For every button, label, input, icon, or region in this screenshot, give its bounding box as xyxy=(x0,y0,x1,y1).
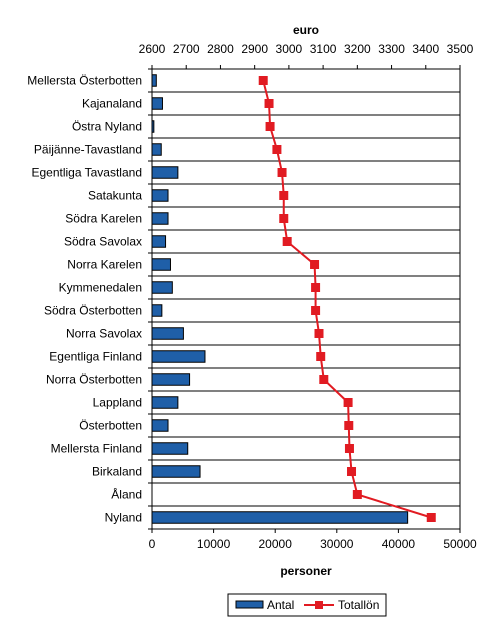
point-totallon xyxy=(264,99,274,108)
point-totallon xyxy=(279,191,289,200)
bottom-tick-label: 20000 xyxy=(259,537,293,551)
bottom-tick-label: 10000 xyxy=(197,537,231,551)
point-totallon xyxy=(277,168,287,177)
category-label: Mellersta Österbotten xyxy=(27,74,142,88)
top-tick-label: 2700 xyxy=(173,42,200,56)
top-tick-label: 3400 xyxy=(412,42,439,56)
bar-antal xyxy=(151,442,189,455)
category-label: Egentliga Tavastland xyxy=(31,166,142,180)
point-totallon xyxy=(311,283,321,292)
bar-antal xyxy=(151,327,184,340)
bottom-tick-label: 30000 xyxy=(320,537,354,551)
bar-antal xyxy=(151,350,206,363)
category-label: Åland xyxy=(111,487,142,502)
point-totallon xyxy=(319,375,329,384)
point-totallon xyxy=(272,145,282,154)
point-totallon xyxy=(314,329,324,338)
bar-antal xyxy=(151,166,179,179)
bar-antal xyxy=(151,235,167,248)
bar-antal xyxy=(151,373,191,386)
bar-antal xyxy=(151,419,169,432)
legend-label-antal: Antal xyxy=(267,598,294,612)
legend-swatch-antal xyxy=(235,600,264,609)
point-totallon xyxy=(265,122,275,131)
category-label: Satakunta xyxy=(88,189,142,203)
point-totallon xyxy=(352,490,362,499)
point-totallon xyxy=(347,467,357,476)
bar-antal xyxy=(151,304,163,317)
legend-label-totallon: Totallön xyxy=(338,598,379,612)
top-tick-label: 3500 xyxy=(447,42,474,56)
point-totallon xyxy=(311,306,321,315)
bottom-tick-label: 0 xyxy=(149,537,156,551)
category-label: Kajanaland xyxy=(82,97,142,111)
bar-antal xyxy=(151,212,169,225)
top-axis-title: euro xyxy=(293,23,319,37)
bottom-tick-label: 40000 xyxy=(382,537,416,551)
bar-antal xyxy=(151,97,163,110)
category-label: Egentliga Finland xyxy=(49,350,142,364)
bar-antal xyxy=(151,143,162,156)
bar-antal xyxy=(151,465,201,478)
category-label: Birkaland xyxy=(92,465,142,479)
category-label: Päijänne-Tavastland xyxy=(34,143,142,157)
category-label: Östra Nyland xyxy=(72,120,142,134)
category-label: Norra Österbotten xyxy=(46,373,142,387)
top-tick-label: 2600 xyxy=(139,42,166,56)
category-label: Norra Karelen xyxy=(67,258,142,272)
top-tick-label: 3200 xyxy=(344,42,371,56)
bar-antal xyxy=(151,189,169,202)
bottom-axis-title: personer xyxy=(280,564,332,578)
top-tick-label: 2900 xyxy=(241,42,268,56)
bar-antal xyxy=(151,511,409,524)
point-totallon xyxy=(258,76,268,85)
category-label: Lappland xyxy=(93,396,142,410)
point-totallon xyxy=(344,421,354,430)
legend-marker-totallon xyxy=(315,601,323,609)
point-totallon xyxy=(426,513,436,522)
category-label: Norra Savolax xyxy=(66,327,142,341)
bar-antal xyxy=(151,74,157,87)
point-totallon xyxy=(343,398,353,407)
category-label: Nyland xyxy=(105,511,142,525)
point-totallon xyxy=(344,444,354,453)
category-label: Södra Österbotten xyxy=(44,304,142,318)
category-label: Södra Karelen xyxy=(65,212,142,226)
point-totallon xyxy=(310,260,320,269)
category-label: Södra Savolax xyxy=(64,235,142,249)
top-tick-label: 2800 xyxy=(207,42,234,56)
category-label: Mellersta Finland xyxy=(51,442,142,456)
top-tick-label: 3100 xyxy=(310,42,337,56)
top-tick-label: 3000 xyxy=(276,42,303,56)
point-totallon xyxy=(282,237,292,246)
bar-antal xyxy=(151,396,179,409)
top-tick-label: 3300 xyxy=(378,42,405,56)
bar-antal xyxy=(151,120,155,133)
bar-antal xyxy=(151,258,171,271)
bottom-tick-label: 50000 xyxy=(443,537,477,551)
category-label: Österbotten xyxy=(79,419,142,433)
category-label: Kymmenedalen xyxy=(59,281,142,295)
point-totallon xyxy=(316,352,326,361)
bar-antal xyxy=(151,281,173,294)
point-totallon xyxy=(279,214,289,223)
